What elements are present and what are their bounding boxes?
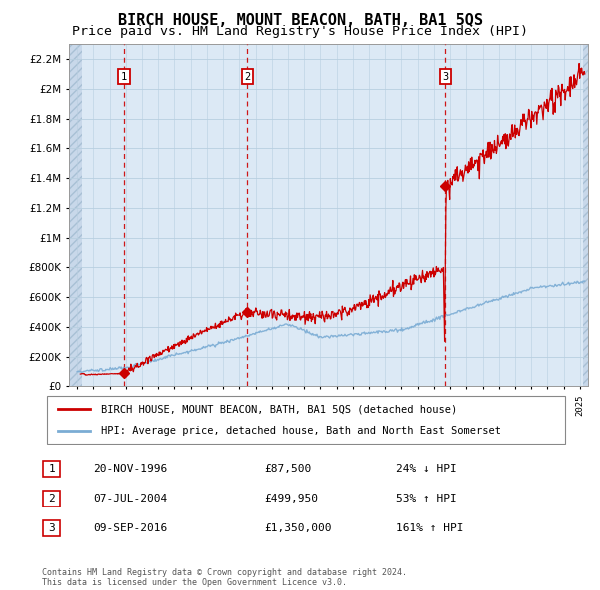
FancyBboxPatch shape bbox=[43, 461, 60, 477]
Text: Contains HM Land Registry data © Crown copyright and database right 2024.
This d: Contains HM Land Registry data © Crown c… bbox=[42, 568, 407, 587]
Text: 2: 2 bbox=[244, 72, 251, 82]
Text: £1,350,000: £1,350,000 bbox=[264, 523, 331, 533]
Text: HPI: Average price, detached house, Bath and North East Somerset: HPI: Average price, detached house, Bath… bbox=[101, 427, 501, 437]
Text: 2: 2 bbox=[48, 494, 55, 503]
Text: 07-JUL-2004: 07-JUL-2004 bbox=[93, 494, 167, 503]
Text: 53% ↑ HPI: 53% ↑ HPI bbox=[396, 494, 457, 503]
Text: 161% ↑ HPI: 161% ↑ HPI bbox=[396, 523, 464, 533]
Text: 09-SEP-2016: 09-SEP-2016 bbox=[93, 523, 167, 533]
Text: BIRCH HOUSE, MOUNT BEACON, BATH, BA1 5QS (detached house): BIRCH HOUSE, MOUNT BEACON, BATH, BA1 5QS… bbox=[101, 404, 457, 414]
Text: £87,500: £87,500 bbox=[264, 464, 311, 474]
Text: 24% ↓ HPI: 24% ↓ HPI bbox=[396, 464, 457, 474]
Bar bbox=[583, 44, 588, 386]
FancyBboxPatch shape bbox=[43, 520, 60, 536]
Bar bbox=[69, 44, 82, 386]
Text: 1: 1 bbox=[121, 72, 127, 82]
Text: 3: 3 bbox=[442, 72, 448, 82]
FancyBboxPatch shape bbox=[43, 490, 60, 506]
Text: 3: 3 bbox=[48, 523, 55, 533]
Text: BIRCH HOUSE, MOUNT BEACON, BATH, BA1 5QS: BIRCH HOUSE, MOUNT BEACON, BATH, BA1 5QS bbox=[118, 13, 482, 28]
Text: Price paid vs. HM Land Registry's House Price Index (HPI): Price paid vs. HM Land Registry's House … bbox=[72, 25, 528, 38]
FancyBboxPatch shape bbox=[47, 396, 565, 444]
Text: 20-NOV-1996: 20-NOV-1996 bbox=[93, 464, 167, 474]
Text: £499,950: £499,950 bbox=[264, 494, 318, 503]
Text: 1: 1 bbox=[48, 464, 55, 474]
